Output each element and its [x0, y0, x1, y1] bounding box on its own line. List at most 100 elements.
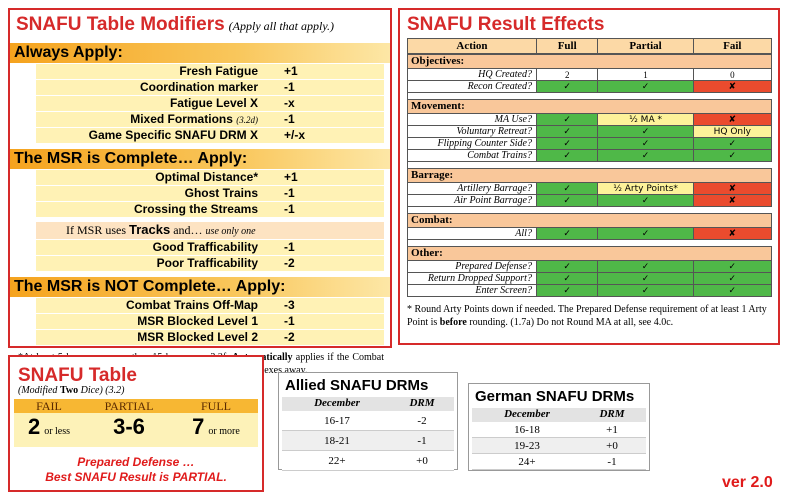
drm-cell: 19-23: [514, 439, 540, 452]
modifier-value: -1: [284, 240, 295, 254]
modifier-label-box: Optimal Distance*: [36, 170, 258, 185]
subsection-prefix: If MSR uses: [66, 223, 127, 237]
result-cell: ✓: [536, 183, 599, 195]
result-cell: ✓: [536, 195, 599, 207]
result-value: 3-6: [113, 414, 145, 439]
modifier-label: Optimal Distance*: [155, 170, 258, 184]
result-header: PARTIAL: [104, 399, 154, 413]
result-cell: ✘: [693, 81, 772, 93]
modifier-label-box: Fresh Fatigue: [36, 64, 258, 79]
footnote-text: * Round Arty Points down if needed. The …: [407, 304, 767, 328]
result-cell: ✘: [693, 114, 772, 126]
panel-subtitle: (Modified Two Dice) (3.2): [10, 385, 262, 399]
result-cell: ✓: [598, 285, 694, 297]
group-header: Barrage:: [408, 168, 772, 183]
modifier-value: -2: [284, 256, 295, 270]
result-cell: ✓: [536, 138, 599, 150]
drm-row: 24+ -1: [472, 454, 646, 470]
column-header: Action: [408, 39, 537, 54]
modifier-value: -1: [284, 80, 295, 94]
drm-row: 18-21 -1: [282, 431, 454, 451]
result-value-box: 7 or more: [174, 413, 258, 447]
subsection-suffix: and…: [173, 223, 203, 237]
drm-cell: -2: [417, 414, 427, 427]
modifier-label-box: Crossing the Streams: [36, 202, 258, 217]
result-value-box: 2 or less: [14, 413, 84, 447]
modifier-value: +1: [284, 64, 298, 78]
section-header: The MSR is Complete… Apply:: [10, 149, 390, 169]
drm-column: DRM: [409, 397, 435, 409]
action-label: Prepared Defense?: [408, 261, 537, 273]
results-table: Action Full Partial Fail Objectives: HQ Creat…: [407, 38, 773, 297]
result-row: Enter Screen? ✓ ✓ ✓: [408, 285, 772, 297]
panel-title: SNAFU Table Modifiers: [16, 14, 225, 35]
panel-title: SNAFU Result Effects: [407, 14, 605, 35]
drm-cell: +1: [606, 423, 618, 436]
modifier-label-box: MSR Blocked Level 2: [36, 330, 258, 345]
modifier-value: -1: [284, 112, 295, 126]
action-label: Artillery Barrage?: [408, 183, 537, 195]
modifier-value: -2: [284, 330, 295, 344]
result-cell: ✓: [598, 126, 694, 138]
action-label: Voluntary Retreat?: [408, 126, 537, 138]
drm-cell: +0: [606, 439, 618, 452]
modifier-row: MSR Blocked Level 2 -2: [36, 330, 384, 345]
drm-row: 16-18 +1: [472, 422, 646, 438]
drm-cell: -1: [607, 455, 617, 468]
result-note: or less: [44, 426, 71, 437]
modifier-row: Optimal Distance* +1: [36, 170, 384, 185]
modifier-label-box: Fatigue Level X: [36, 96, 258, 111]
action-label: MA Use?: [408, 114, 537, 126]
result-cell: 2: [536, 69, 599, 81]
modifier-row: Mixed Formations (3.2d) -1: [36, 112, 384, 127]
result-note: or more: [208, 426, 240, 437]
result-row: Voluntary Retreat? ✓ ✓ HQ Only: [408, 126, 772, 138]
modifier-label-box: Poor Trafficability: [36, 256, 258, 271]
drm-column: December: [314, 397, 360, 409]
modifier-value: -x: [284, 96, 295, 110]
modifier-label: Crossing the Streams: [133, 202, 258, 216]
modifier-row: Combat Trains Off-Map -3: [36, 298, 384, 313]
section-header: Always Apply:: [10, 43, 390, 63]
drm-cell: -1: [417, 434, 427, 447]
result-cell: ✓: [693, 138, 772, 150]
result-values: 2 or less 3-6 7 or more: [14, 413, 258, 447]
result-cell: ½ MA *: [598, 114, 694, 126]
modifier-note: (3.2d): [236, 115, 258, 125]
drm-cell: 16-17: [324, 414, 350, 427]
drm-cell: 24+: [518, 455, 536, 468]
result-cell: ✓: [536, 114, 599, 126]
modifier-row: Coordination marker -1: [36, 80, 384, 95]
result-row: MA Use? ✓ ½ MA * ✘: [408, 114, 772, 126]
modifier-label: Poor Trafficability: [156, 256, 258, 270]
result-cell: ✓: [536, 126, 599, 138]
modifier-row: Fresh Fatigue +1: [36, 64, 384, 79]
result-cell: ✘: [693, 183, 772, 195]
result-cell: 0: [693, 69, 772, 81]
modifier-label-box: Coordination marker: [36, 80, 258, 95]
modifier-value: +1: [284, 170, 298, 184]
modifier-value: -1: [284, 314, 295, 328]
result-row: Flipping Counter Side? ✓ ✓ ✓: [408, 138, 772, 150]
result-row: Prepared Defense? ✓ ✓ ✓: [408, 261, 772, 273]
group-header: Objectives:: [408, 54, 772, 69]
modifier-row: Game Specific SNAFU DRM X +/-x: [36, 128, 384, 143]
result-row: Recon Created? ✓ ✓ ✘: [408, 81, 772, 93]
modifier-value: +/-x: [284, 128, 306, 142]
result-cell: ✓: [693, 261, 772, 273]
action-label: Recon Created?: [408, 81, 537, 93]
action-label: Enter Screen?: [408, 285, 537, 297]
drm-cell: 16-18: [514, 423, 540, 436]
modifier-value: -3: [284, 298, 295, 312]
drm-column: DRM: [599, 408, 625, 420]
modifier-label: Coordination marker: [139, 80, 258, 94]
modifier-label: MSR Blocked Level 1: [137, 314, 258, 328]
footer-line: Prepared Defense …: [77, 455, 195, 469]
result-cell: ✓: [536, 81, 599, 93]
modifier-value: -1: [284, 186, 295, 200]
modifier-row: Good Trafficability -1: [36, 240, 384, 255]
modifier-label-box: Ghost Trains: [36, 186, 258, 201]
drm-row: 19-23 +0: [472, 438, 646, 454]
modifier-label: Good Trafficability: [152, 240, 258, 254]
footnote-text: rounding. (1.7a) Do not Round MA at all,…: [469, 317, 674, 328]
